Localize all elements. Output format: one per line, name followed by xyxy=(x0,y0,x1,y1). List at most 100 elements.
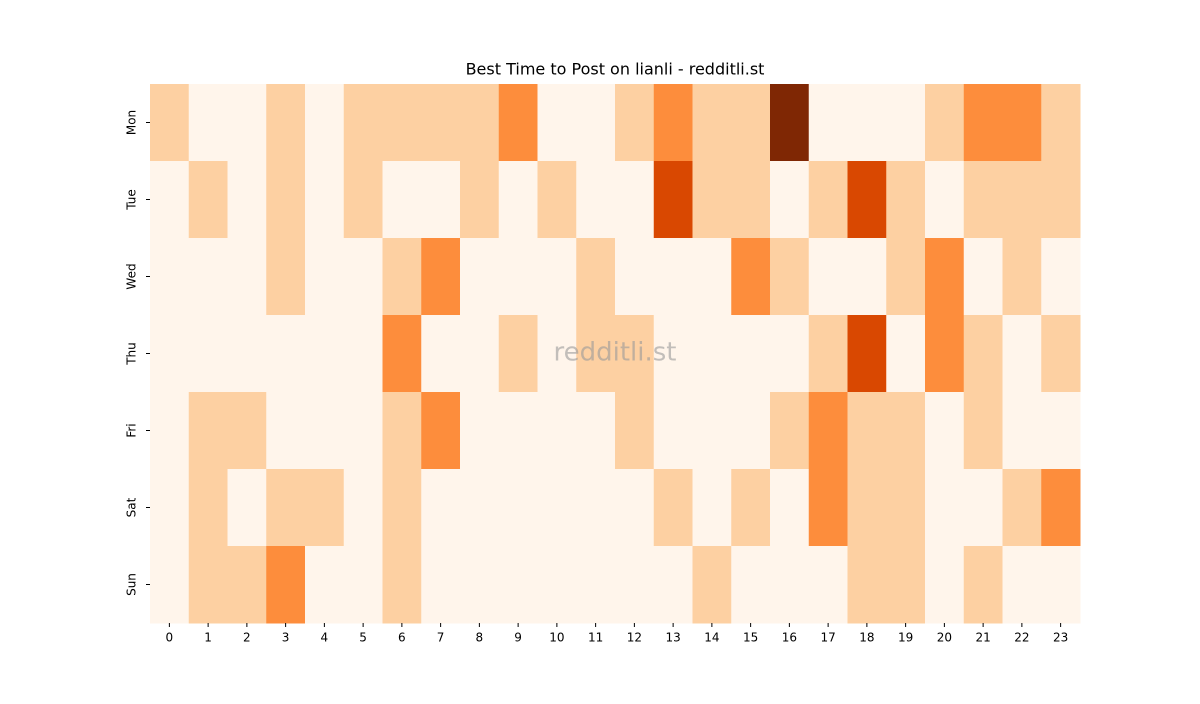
heatmap-cell xyxy=(731,84,771,162)
y-tick-label: Mon xyxy=(125,110,139,135)
heatmap-cell xyxy=(692,315,732,393)
heatmap-cell xyxy=(498,392,538,470)
heatmap-cell xyxy=(382,469,422,547)
watermark: redditli.st xyxy=(554,338,677,368)
heatmap-cell xyxy=(498,469,538,547)
heatmap-cell xyxy=(808,315,848,393)
heatmap-cell xyxy=(576,238,616,316)
heatmap-cell xyxy=(1041,392,1081,470)
x-tick-label: 22 xyxy=(1014,631,1029,645)
x-tick-label: 19 xyxy=(898,631,913,645)
heatmap-cell xyxy=(421,238,461,316)
heatmap-cell xyxy=(692,238,732,316)
heatmap-cell xyxy=(305,392,345,470)
heatmap-cell xyxy=(692,161,732,239)
heatmap-cell xyxy=(1041,546,1081,624)
heatmap-cell xyxy=(266,469,306,547)
heatmap-cell xyxy=(537,84,577,162)
heatmap-cell xyxy=(498,546,538,624)
x-tick-label: 16 xyxy=(782,631,797,645)
heatmap-cell xyxy=(692,392,732,470)
heatmap-cell xyxy=(925,546,965,624)
y-tick-label: Thu xyxy=(125,342,139,366)
heatmap-cell xyxy=(421,315,461,393)
heatmap-cell xyxy=(615,392,655,470)
heatmap-cell xyxy=(847,469,887,547)
heatmap-cell xyxy=(227,238,267,316)
heatmap-cell xyxy=(731,315,771,393)
heatmap-cell xyxy=(188,238,228,316)
chart-title: Best Time to Post on lianli - redditli.s… xyxy=(466,60,765,79)
heatmap-cell xyxy=(886,315,926,393)
heatmap-cell xyxy=(537,315,577,393)
heatmap-cell xyxy=(847,238,887,316)
heatmap-cell xyxy=(886,392,926,470)
heatmap-cell xyxy=(421,469,461,547)
heatmap-cell xyxy=(1041,469,1081,547)
heatmap-cell xyxy=(731,469,771,547)
heatmap-cell xyxy=(460,84,500,162)
heatmap-cell xyxy=(770,161,810,239)
heatmap-cell xyxy=(615,84,655,162)
heatmap-cell xyxy=(460,238,500,316)
heatmap-cell xyxy=(150,161,190,239)
heatmap-cell xyxy=(963,469,1003,547)
heatmap-cell xyxy=(1002,238,1042,316)
heatmap-cell xyxy=(1041,161,1081,239)
heatmap-cell xyxy=(382,392,422,470)
y-tick-label: Sun xyxy=(125,573,139,596)
heatmap-cell xyxy=(847,315,887,393)
heatmap-cell xyxy=(343,238,383,316)
x-tick-label: 13 xyxy=(665,631,680,645)
x-tick-label: 2 xyxy=(243,631,251,645)
y-tick-label: Fri xyxy=(125,423,139,437)
x-tick-label: 18 xyxy=(859,631,874,645)
heatmap-cell xyxy=(847,546,887,624)
heatmap-cell xyxy=(150,546,190,624)
y-tick-label: Sat xyxy=(125,497,139,517)
heatmap-cell xyxy=(305,469,345,547)
heatmap-cell xyxy=(382,315,422,393)
heatmap-cell xyxy=(576,315,616,393)
x-tick-label: 11 xyxy=(588,631,603,645)
heatmap-cell xyxy=(770,315,810,393)
heatmap-cell xyxy=(770,84,810,162)
heatmap-cell xyxy=(150,392,190,470)
heatmap-cell xyxy=(227,392,267,470)
heatmap-cell xyxy=(847,161,887,239)
x-tick-label: 7 xyxy=(437,631,445,645)
heatmap-cell xyxy=(653,238,693,316)
x-tick-label: 14 xyxy=(704,631,719,645)
x-tick-label: 0 xyxy=(166,631,174,645)
heatmap-cell xyxy=(615,238,655,316)
heatmap-cell xyxy=(963,315,1003,393)
heatmap-cell xyxy=(653,315,693,393)
heatmap-cell xyxy=(382,238,422,316)
heatmap-cell xyxy=(460,546,500,624)
heatmap-cell xyxy=(1002,546,1042,624)
heatmap-cell xyxy=(963,392,1003,470)
heatmap-cell xyxy=(266,546,306,624)
heatmap-cell xyxy=(808,161,848,239)
heatmap-cell xyxy=(653,469,693,547)
heatmap-cell xyxy=(653,161,693,239)
heatmap-cell xyxy=(770,546,810,624)
heatmap-cell xyxy=(227,546,267,624)
heatmap-cell xyxy=(576,161,616,239)
heatmap-cell xyxy=(886,546,926,624)
heatmap-cell xyxy=(421,392,461,470)
heatmap-cell xyxy=(808,392,848,470)
heatmap-cell xyxy=(227,161,267,239)
heatmap-cell xyxy=(692,546,732,624)
heatmap-cell xyxy=(770,469,810,547)
x-tick-label: 17 xyxy=(820,631,835,645)
heatmap-cell xyxy=(227,315,267,393)
heatmap-cell xyxy=(847,392,887,470)
heatmap-cell xyxy=(692,84,732,162)
heatmap-cell xyxy=(188,392,228,470)
x-tick-label: 1 xyxy=(204,631,212,645)
heatmap-cell xyxy=(615,469,655,547)
heatmap-cell xyxy=(460,315,500,393)
heatmap-cell xyxy=(731,546,771,624)
heatmap-cell xyxy=(576,84,616,162)
